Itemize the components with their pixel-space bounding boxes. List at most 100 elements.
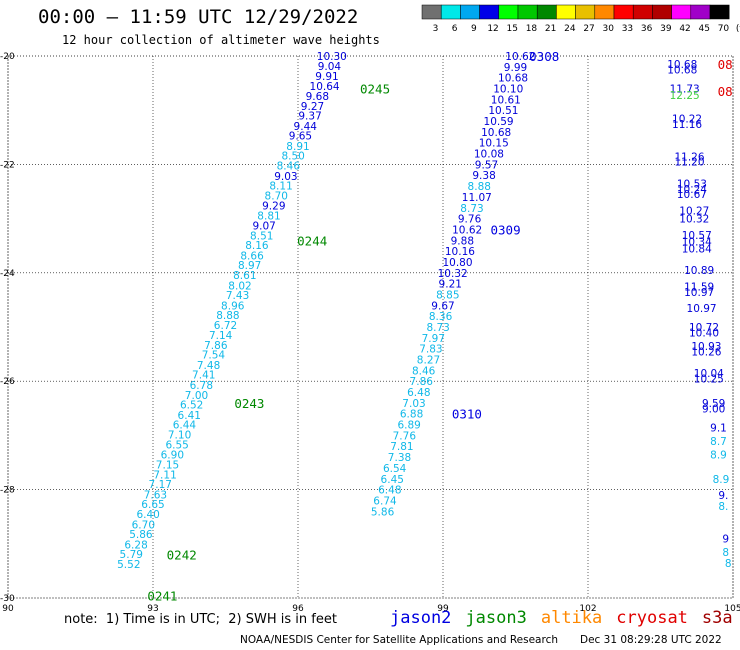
wave-height-value: 10.68 <box>667 65 697 77</box>
x-tick-label: 93 <box>147 604 158 614</box>
color-scale-swatch <box>440 4 461 20</box>
satellite-legend-cryosat: cryosat <box>616 608 688 628</box>
wave-height-value: 10.89 <box>684 265 714 277</box>
color-scale-label: 70 <box>718 24 730 34</box>
wave-height-value: 7.48 <box>197 360 220 372</box>
wave-height-value: 8.97 <box>238 260 261 272</box>
color-scale-swatch <box>652 4 672 20</box>
wave-height-value: 9.99 <box>504 62 527 74</box>
wave-height-value: 9.07 <box>252 221 275 233</box>
wave-height-value: 11.26 <box>674 151 704 163</box>
wave-height-value: 7.83 <box>419 344 442 356</box>
wave-height-value: 10.67 <box>677 189 707 201</box>
wave-height-value: 9.03 <box>274 171 297 183</box>
wave-height-value: 7.11 <box>153 469 176 481</box>
wave-height-value: 9.38 <box>472 170 495 182</box>
wave-height-value: 10.62 <box>452 224 482 236</box>
x-tick-label: 102 <box>579 604 596 614</box>
wave-height-value: 10.32 <box>679 214 709 226</box>
wave-height-value: 9.29 <box>262 201 285 213</box>
wave-height-value: 9. <box>718 490 728 502</box>
wave-height-value: 7.10 <box>168 429 191 441</box>
wave-height-value: 10.61 <box>491 94 521 106</box>
wave-height-value: 7.76 <box>393 430 417 442</box>
wave-height-value: 10.97 <box>687 303 717 315</box>
color-scale-label: 42 <box>679 24 690 34</box>
wave-height-value: 6.54 <box>383 463 407 475</box>
x-tick-label: 99 <box>437 604 449 614</box>
wave-height-value: 10.24 <box>677 184 707 196</box>
wave-height-value: 5.79 <box>120 549 143 561</box>
wave-height-value: 9.04 <box>318 61 342 73</box>
wave-height-value: 7.15 <box>156 460 179 472</box>
color-scale-label: 24 <box>564 24 576 34</box>
color-scale-label: 12 <box>487 24 498 34</box>
wave-height-value: 7.86 <box>410 376 434 388</box>
color-scale-swatch <box>575 4 596 20</box>
color-scale-swatch <box>671 4 692 20</box>
wave-height-value: 7.81 <box>390 441 413 453</box>
color-scale-swatch <box>517 4 538 20</box>
wave-height-value: 7.14 <box>209 330 233 342</box>
color-scale-label: 27 <box>583 24 594 34</box>
chart-subtitle: 12 hour collection of altimeter wave hei… <box>62 33 380 47</box>
wave-height-value: 7.17 <box>149 479 172 491</box>
color-scale-label: 9 <box>471 24 477 34</box>
wave-height-value: 6.70 <box>132 519 155 531</box>
wave-height-value: 10.51 <box>488 105 518 117</box>
satellite-legend-jason2: jason2 <box>390 608 452 628</box>
wave-height-value: 8.9 <box>710 449 727 461</box>
wave-height-value: 7.86 <box>204 340 228 352</box>
wave-height-value: 10.27 <box>679 205 709 217</box>
wave-height-value: 10.04 <box>694 368 724 380</box>
time-label: 0243 <box>234 396 264 411</box>
color-scale-swatch <box>594 4 615 20</box>
time-label: 0308 <box>529 49 559 64</box>
wave-height-value: 10.22 <box>672 113 702 125</box>
color-scale-label: 18 <box>526 24 538 34</box>
wave-height-value: 9.91 <box>315 71 338 83</box>
satellite-legend-jason3: jason3 <box>465 608 527 628</box>
wave-height-value: 5.86 <box>371 506 395 518</box>
satellite-tracks: 10.309.049.9110.649.689.279.379.449.658.… <box>117 49 733 603</box>
wave-height-value: 6.45 <box>381 474 404 486</box>
wave-height-value: 8.85 <box>436 289 459 301</box>
color-scale-swatch <box>556 4 576 20</box>
wave-height-value: 7.38 <box>388 452 411 464</box>
wave-height-value: 8.27 <box>417 355 440 367</box>
wave-height-value: 10.10 <box>493 84 523 96</box>
y-tick-label: -24 <box>0 269 15 279</box>
wave-height-value: 9.37 <box>298 111 321 123</box>
wave-height-value: 7.03 <box>402 398 425 410</box>
wave-height-value: 10.16 <box>445 246 475 258</box>
wave-height-value: 11.16 <box>672 119 702 131</box>
time-label: 0241 <box>147 588 177 603</box>
color-scale-label: 36 <box>641 24 653 34</box>
color-scale-label: 3 <box>433 24 439 34</box>
wave-height-value: 10.34 <box>682 236 712 248</box>
wave-height-value: 8.73 <box>426 322 449 334</box>
wave-height-value: 10.26 <box>691 346 721 358</box>
wave-height-value: 8.70 <box>265 190 288 202</box>
wave-height-value: 11.07 <box>462 192 492 204</box>
color-scale-swatch <box>498 4 519 20</box>
wave-height-value: 7.54 <box>202 350 226 362</box>
wave-height-value: 10.25 <box>694 373 724 385</box>
wave-height-value: 6.41 <box>178 410 201 422</box>
wave-height-value: 10.84 <box>682 243 712 255</box>
wave-height-value: 8.02 <box>228 280 251 292</box>
wave-height-value: 9.27 <box>301 101 324 113</box>
y-tick-label: -30 <box>0 594 15 604</box>
wave-height-value: 10.68 <box>667 59 697 71</box>
color-scale-swatch <box>632 4 653 20</box>
wave-height-value: 6.74 <box>373 495 397 507</box>
wave-height-value: 7.41 <box>192 370 215 382</box>
footer-organization: NOAA/NESDIS Center for Satellite Applica… <box>240 634 558 646</box>
track-jason2: 10.629.9910.6810.1010.6110.5110.5910.681… <box>371 49 559 518</box>
wave-height-value: 6.90 <box>161 449 184 461</box>
satellite-legend-s3a: s3a <box>701 608 733 628</box>
wave-height-value: 8.36 <box>429 311 453 323</box>
wave-height-value: 9.67 <box>431 300 454 312</box>
